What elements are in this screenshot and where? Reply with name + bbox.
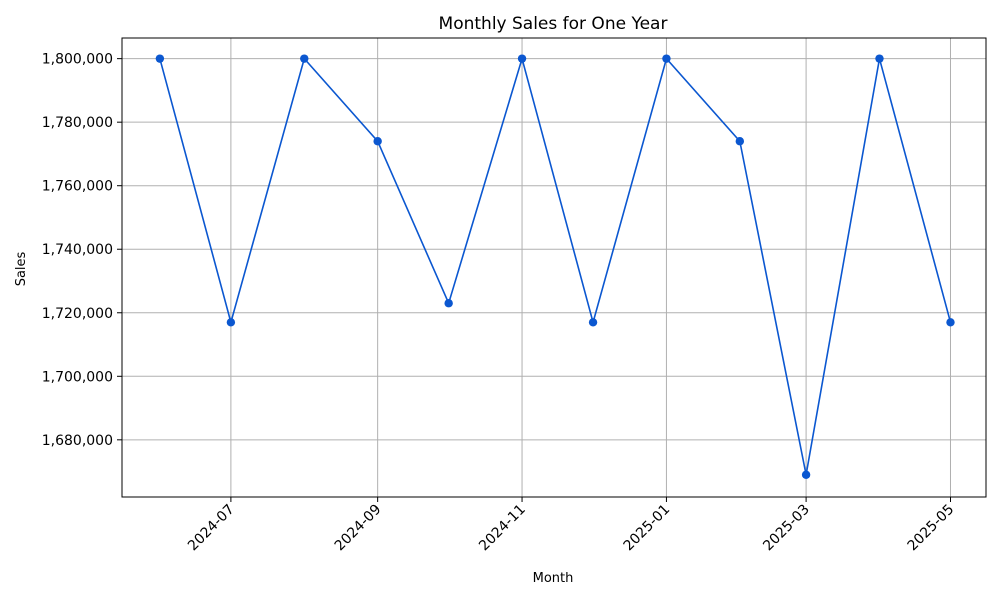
data-point bbox=[735, 137, 745, 146]
y-tick-label: 1,700,000 bbox=[42, 369, 113, 385]
data-point bbox=[226, 318, 236, 327]
data-point bbox=[588, 318, 598, 327]
series-layer bbox=[155, 54, 955, 479]
data-point bbox=[155, 54, 165, 63]
chart-title: Monthly Sales for One Year bbox=[439, 14, 668, 34]
y-tick-label: 1,720,000 bbox=[42, 306, 113, 322]
y-axis-label: Sales bbox=[14, 251, 29, 286]
x-axis-ticks: 2024-07 2024-09 2024-11 2025-01 2025-03 2025-… bbox=[185, 497, 957, 554]
y-tick-label: 1,800,000 bbox=[42, 52, 113, 68]
x-tick-label: 2025-01 bbox=[621, 502, 674, 555]
x-tick-label: 2024-11 bbox=[476, 502, 529, 555]
y-tick-label: 1,780,000 bbox=[42, 115, 113, 131]
data-point bbox=[300, 54, 309, 63]
y-tick-label: 1,680,000 bbox=[42, 433, 113, 449]
data-point bbox=[875, 54, 884, 63]
data-point bbox=[517, 54, 527, 63]
x-tick-label: 2025-03 bbox=[760, 502, 813, 555]
x-tick-label: 2024-07 bbox=[185, 502, 238, 555]
x-tick-label: 2024-09 bbox=[332, 502, 385, 555]
data-point bbox=[444, 299, 453, 308]
data-point bbox=[662, 54, 671, 63]
y-tick-label: 1,740,000 bbox=[42, 242, 113, 258]
grid-lines bbox=[122, 38, 986, 497]
data-point bbox=[946, 318, 955, 327]
x-tick-label: 2025-05 bbox=[905, 502, 958, 555]
y-tick-label: 1,760,000 bbox=[42, 179, 113, 195]
y-axis-ticks: 1,680,000 1,700,000 1,720,000 1,740,000 1,76… bbox=[42, 52, 122, 449]
x-axis-label: Month bbox=[533, 571, 574, 586]
series-line bbox=[159, 55, 952, 475]
data-point bbox=[373, 137, 382, 146]
data-point bbox=[801, 470, 811, 479]
plot-area bbox=[121, 37, 987, 498]
